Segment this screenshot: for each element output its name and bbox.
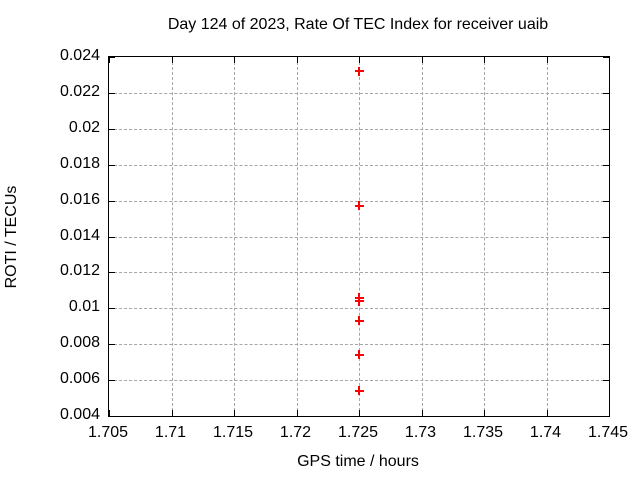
horizontal-gridline xyxy=(109,92,609,94)
horizontal-gridline xyxy=(109,128,609,130)
x-tick-label: 1.74 xyxy=(529,424,562,441)
y-tick-mark xyxy=(603,236,609,238)
x-tick-mark xyxy=(421,57,423,63)
y-tick-mark xyxy=(603,416,609,417)
x-tick-mark xyxy=(171,410,173,416)
horizontal-gridline xyxy=(109,308,609,310)
chart-title: Day 124 of 2023, Rate Of TEC Index for r… xyxy=(167,16,549,33)
horizontal-gridline xyxy=(109,272,609,274)
y-tick-mark xyxy=(109,128,115,130)
plot-area xyxy=(108,56,610,417)
x-tick-label: 1.725 xyxy=(337,424,379,441)
x-tick-label: 1.72 xyxy=(279,424,312,441)
y-tick-label: 0.012 xyxy=(59,262,100,280)
y-tick-label: 0.024 xyxy=(59,47,100,64)
x-tick-label: 1.745 xyxy=(587,424,629,441)
y-tick-mark xyxy=(109,380,115,382)
x-tick-mark xyxy=(609,57,610,63)
x-tick-mark xyxy=(171,57,173,63)
y-tick-label: 0.01 xyxy=(68,298,100,316)
y-tick-mark xyxy=(109,344,115,346)
x-tick-label: 1.71 xyxy=(154,424,187,441)
y-tick-label: 0.006 xyxy=(59,370,100,388)
y-tick-mark xyxy=(109,308,115,310)
x-tick-mark xyxy=(359,410,360,416)
y-tick-mark xyxy=(603,344,609,346)
data-point-marker xyxy=(354,201,364,211)
data-point-marker xyxy=(354,350,364,360)
x-tick-mark xyxy=(109,57,110,63)
x-tick-mark xyxy=(109,410,110,416)
y-tick-mark xyxy=(109,92,115,94)
x-axis-label: GPS time / hours xyxy=(297,453,419,470)
x-tick-mark xyxy=(484,57,485,63)
y-tick-mark xyxy=(603,128,609,130)
y-tick-label: 0.014 xyxy=(59,226,100,244)
y-tick-mark xyxy=(109,272,115,274)
y-tick-label: 0.022 xyxy=(59,82,100,100)
y-tick-label: 0.016 xyxy=(59,190,100,208)
y-tick-mark xyxy=(603,272,609,274)
data-point-marker xyxy=(354,316,364,326)
x-tick-label: 1.705 xyxy=(87,424,129,441)
x-tick-mark xyxy=(546,57,548,63)
y-tick-mark xyxy=(109,416,115,417)
data-point-marker xyxy=(354,66,364,76)
y-tick-mark xyxy=(603,308,609,310)
y-tick-mark xyxy=(109,57,115,58)
horizontal-gridline xyxy=(109,380,609,382)
x-tick-mark xyxy=(234,410,235,416)
x-tick-label: 1.73 xyxy=(404,424,437,441)
horizontal-gridline xyxy=(109,236,609,238)
y-tick-label: 0.008 xyxy=(59,334,100,352)
horizontal-gridline xyxy=(109,164,609,166)
x-tick-mark xyxy=(296,57,298,63)
x-tick-mark xyxy=(421,410,423,416)
y-tick-label: 0.004 xyxy=(59,406,100,423)
horizontal-gridline xyxy=(109,200,609,202)
y-tick-label: 0.018 xyxy=(59,154,100,172)
y-tick-mark xyxy=(603,57,609,58)
data-point-marker xyxy=(354,386,364,396)
x-tick-mark xyxy=(546,410,548,416)
y-tick-mark xyxy=(603,92,609,94)
x-tick-label: 1.715 xyxy=(212,424,254,441)
y-tick-mark xyxy=(603,164,609,166)
y-tick-mark xyxy=(109,200,115,202)
horizontal-gridline xyxy=(109,344,609,346)
data-point-marker xyxy=(354,296,364,306)
x-tick-mark xyxy=(359,57,360,63)
x-tick-mark xyxy=(609,410,610,416)
y-tick-mark xyxy=(603,380,609,382)
y-tick-mark xyxy=(109,164,115,166)
x-tick-mark xyxy=(484,410,485,416)
y-tick-mark xyxy=(109,236,115,238)
x-tick-mark xyxy=(296,410,298,416)
x-tick-label: 1.735 xyxy=(462,424,504,441)
y-tick-mark xyxy=(603,200,609,202)
y-tick-label: 0.02 xyxy=(68,118,100,136)
x-tick-mark xyxy=(234,57,235,63)
